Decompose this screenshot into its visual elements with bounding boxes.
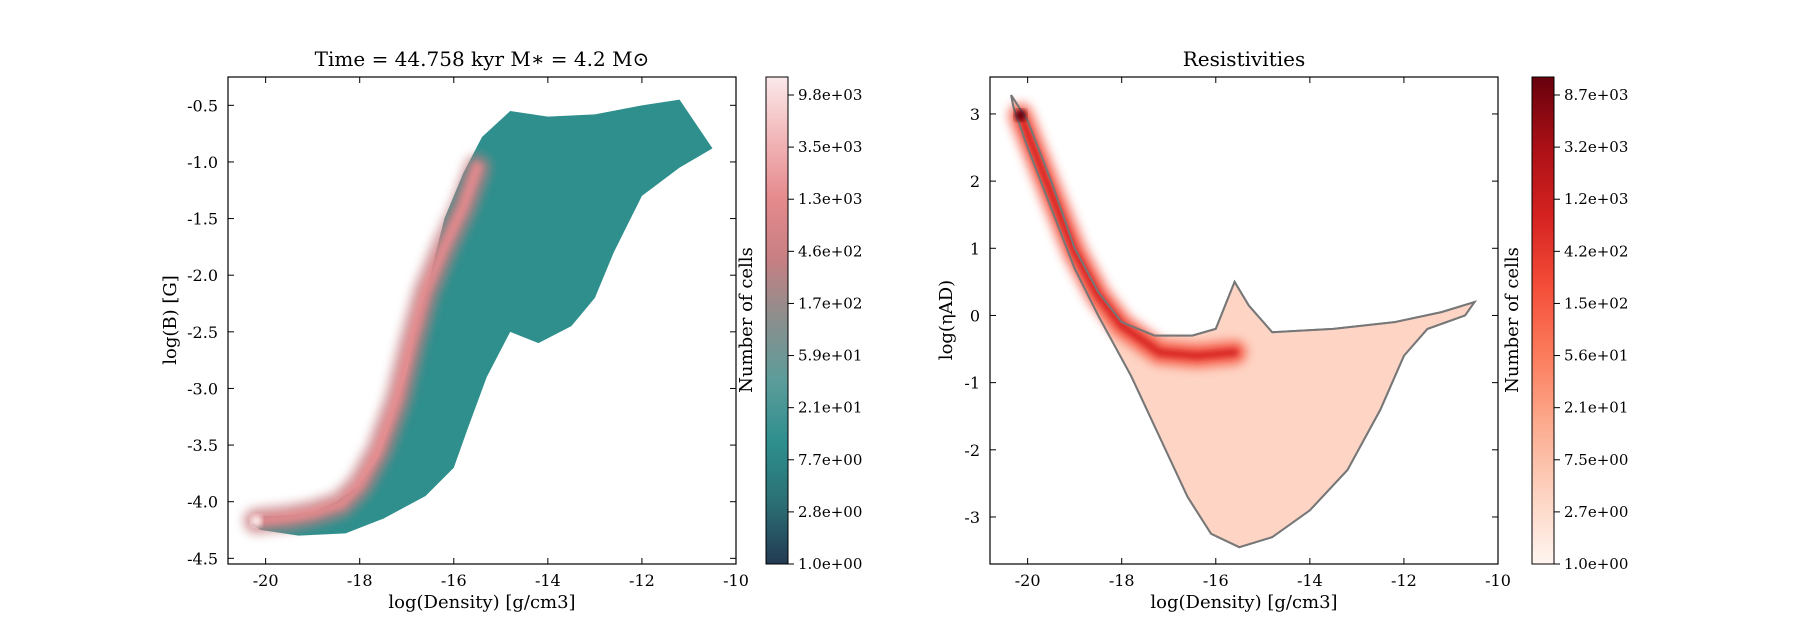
colorbar-tick-label: 5.6e+01 [1564,347,1628,365]
colorbar-tick-label: 3.5e+03 [798,138,862,156]
left-plot-area [243,99,713,536]
left-chart-panel: Time = 44.758 kyr M∗ = 4.2 M⊙ -20 -18 -16-… [160,47,749,613]
left-y-axis: -4.5 -4.0 -3.5 -3.0 -2.5 -2.0 -1.5 -1.0 -0.5 [187,96,736,568]
left-x-axis: -20 -18 -16 -14 -12 -10 [253,77,749,590]
x-tick-label: -20 [253,571,279,590]
colorbar-tick-label: 8.7e+03 [1564,86,1628,104]
y-tick-label: -3.5 [187,436,218,455]
density-peak [1014,109,1027,122]
colorbar-tick-label: 7.7e+00 [798,451,862,469]
y-tick-label: 1 [970,239,980,258]
colorbar-tick-label: 2.1e+01 [1564,399,1628,417]
right-y-axis-label: log(ηAD) [936,280,957,360]
left-chart-title: Time = 44.758 kyr M∗ = 4.2 M⊙ [315,47,650,71]
y-tick-label: -2.5 [187,323,218,342]
left-axes-frame [227,76,737,565]
y-tick-label: 2 [970,172,980,191]
right-colorbar-ticks: 1.0e+00 2.7e+00 7.5e+00 2.1e+01 5.6e+01 1.5e+… [1554,86,1628,573]
x-tick-label: -16 [1203,571,1229,590]
colorbar-tick-label: 1.2e+03 [1564,190,1628,208]
colorbar-tick-label: 5.9e+01 [798,347,862,365]
x-tick-label: -10 [1485,571,1511,590]
y-tick-label: -4.5 [187,549,218,568]
left-colorbar: 1.0e+00 2.8e+00 7.7e+00 2.1e+01 5.9e+01 1.7e+… [736,76,862,573]
y-tick-label: -3.0 [187,379,218,398]
right-axes-frame [989,76,1499,565]
x-tick-label: -10 [723,571,749,590]
y-tick-label: -4.0 [187,493,218,512]
x-tick-label: -12 [1391,571,1417,590]
right-x-axis: -20 -18 -16 -14 -12 -10 [1015,77,1511,590]
density-ridge [251,162,483,526]
y-tick-label: 3 [970,105,980,124]
y-tick-label: -1 [964,374,980,393]
colorbar-tick-label: 7.5e+00 [1564,451,1628,469]
y-tick-label: -0.5 [187,96,218,115]
right-colorbar-label: Number of cells [1502,247,1523,393]
right-colorbar: 1.0e+00 2.7e+00 7.5e+00 2.1e+01 5.6e+01 1.5e+… [1502,76,1628,573]
y-tick-label: -3 [964,508,980,527]
y-tick-label: -2.0 [187,266,218,285]
x-tick-label: -18 [347,571,373,590]
y-tick-label: -1.0 [187,153,218,172]
right-chart-title: Resistivities [1183,47,1305,71]
left-y-axis-label: log(B) [G] [160,275,181,365]
region-contour [1010,94,1477,549]
density-region [251,99,713,536]
colorbar-tick-label: 1.7e+02 [798,294,862,312]
right-y-axis: -3 -2 -1 0 1 2 3 [964,105,1498,527]
colorbar-tick-label: 1.0e+00 [1564,555,1628,573]
right-x-axis-label: log(Density) [g/cm3] [1150,592,1337,613]
left-colorbar-gradient [765,76,789,565]
right-chart-panel: Resistivities -20 -18 -16 -14 -12 -10 -3-2-10… [936,47,1511,613]
colorbar-tick-label: 2.7e+00 [1564,503,1628,521]
density-ridge-halo [1008,103,1247,368]
colorbar-tick-label: 3.2e+03 [1564,138,1628,156]
right-plot-area [1008,94,1477,549]
colorbar-tick-label: 4.6e+02 [798,242,862,260]
y-tick-label: 0 [970,306,980,325]
colorbar-tick-label: 1.5e+02 [1564,294,1628,312]
y-tick-label: -2 [964,441,980,460]
x-tick-label: -18 [1109,571,1135,590]
colorbar-tick-label: 1.0e+00 [798,555,862,573]
x-tick-label: -12 [629,571,655,590]
y-tick-label: -1.5 [187,210,218,229]
left-colorbar-label: Number of cells [736,247,757,393]
x-tick-label: -14 [1297,571,1323,590]
density-ridge [1016,111,1239,360]
colorbar-tick-label: 2.8e+00 [798,503,862,521]
x-tick-label: -20 [1015,571,1041,590]
x-tick-label: -16 [441,571,467,590]
colorbar-tick-label: 9.8e+03 [798,86,862,104]
x-tick-label: -14 [535,571,561,590]
colorbar-tick-label: 4.2e+02 [1564,242,1628,260]
left-colorbar-ticks: 1.0e+00 2.8e+00 7.7e+00 2.1e+01 5.9e+01 1.7e+… [788,86,862,573]
right-colorbar-gradient [1531,76,1555,565]
left-x-axis-label: log(Density) [g/cm3] [388,592,575,613]
colorbar-tick-label: 2.1e+01 [798,399,862,417]
density-peak [250,514,263,527]
density-region-low [1011,95,1475,548]
colorbar-tick-label: 1.3e+03 [798,190,862,208]
